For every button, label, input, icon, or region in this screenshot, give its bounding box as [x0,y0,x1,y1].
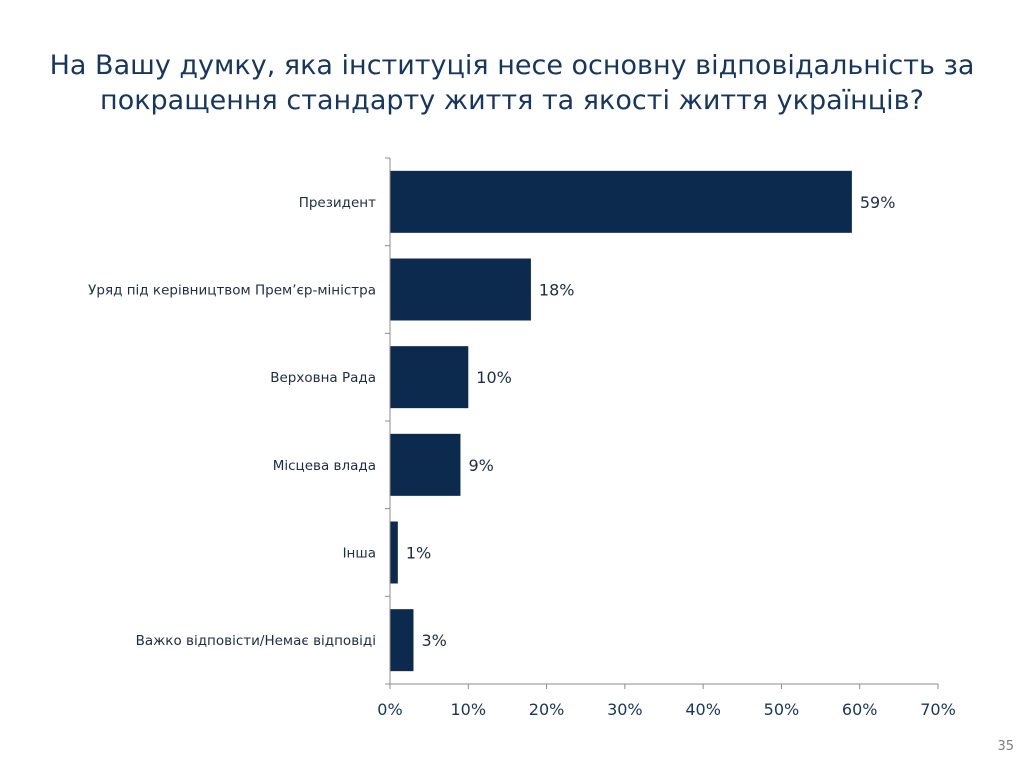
bar [390,433,461,496]
x-tick-label: 10% [451,700,487,719]
category-label: Уряд під керівництвом Прем’єр-міністра [88,283,376,299]
x-tick-label: 50% [764,700,800,719]
category-label: Місцева влада [273,458,376,474]
axis-group [385,157,939,689]
x-tick-label: 60% [842,700,878,719]
chart-title: На Вашу думку, яка інституція несе основ… [20,48,1004,118]
x-tick-label: 30% [607,700,643,719]
bar [390,258,531,321]
bar [390,521,398,584]
bar [390,609,414,672]
bar [390,170,852,233]
category-label: Інша [343,546,376,562]
data-label: 3% [421,631,446,650]
chart-title-line-1: На Вашу думку, яка інституція несе основ… [49,50,975,81]
labels-group: Президент 59% Уряд під керівництвом Прем’є… [88,193,956,719]
x-tick-label: 20% [529,700,565,719]
category-label: Важко відповісти/Немає відповіді [136,633,376,649]
category-label: Президент [299,195,376,211]
chart-title-line-2: покращення стандарту життя та якості жит… [100,85,924,116]
data-label: 18% [539,281,575,300]
data-label: 59% [860,193,896,212]
data-label: 1% [406,544,431,563]
bar [390,346,469,409]
data-label: 9% [468,456,493,475]
data-label: 10% [476,368,512,387]
category-label: Верховна Рада [270,370,376,386]
x-tick-label: 0% [377,700,402,719]
bars-group [390,170,852,672]
page-number: 35 [997,739,1014,754]
x-tick-label: 70% [920,700,956,719]
x-tick-label: 40% [685,700,721,719]
